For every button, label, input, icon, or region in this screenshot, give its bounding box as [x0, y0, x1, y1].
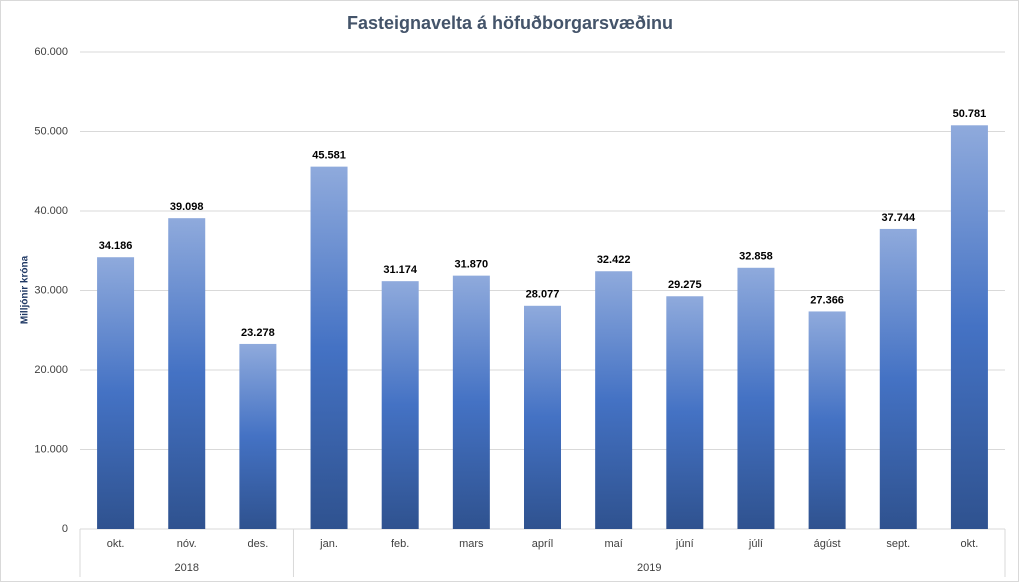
- value-label: 50.781: [953, 108, 987, 120]
- x-tick-label: okt.: [107, 538, 125, 550]
- value-label: 23.278: [241, 327, 275, 339]
- bar: [808, 311, 846, 529]
- bar: [524, 305, 561, 529]
- y-tick-label: 40.000: [34, 205, 68, 217]
- bar: [168, 218, 206, 529]
- x-tick-label: maí: [604, 538, 622, 550]
- y-axis-label: Milljónir króna: [20, 255, 31, 324]
- bar: [737, 267, 775, 529]
- x-tick-label: feb.: [391, 538, 409, 550]
- value-label: 29.275: [668, 279, 702, 291]
- y-tick-label: 20.000: [34, 364, 68, 376]
- x-tick-label: júní: [675, 538, 694, 550]
- y-tick-label: 50.000: [34, 125, 68, 137]
- value-label: 31.870: [455, 259, 489, 271]
- x-tick-label: nóv.: [177, 538, 197, 550]
- x-tick-label: sept.: [886, 538, 910, 550]
- y-tick-label: 30.000: [34, 284, 68, 296]
- bar: [452, 275, 490, 529]
- value-label: 32.422: [597, 254, 631, 266]
- bar: [666, 296, 704, 529]
- x-tick-label: mars: [459, 538, 484, 550]
- value-label: 34.186: [99, 240, 133, 252]
- bar: [381, 281, 419, 529]
- value-label: 37.744: [881, 212, 916, 224]
- x-tick-label: jan.: [319, 538, 338, 550]
- value-label: 32.858: [739, 251, 773, 263]
- chart-title: Fasteignavelta á höfuðborgarsvæðinu: [347, 13, 673, 33]
- x-tick-label: apríl: [532, 538, 553, 550]
- value-label: 28.077: [526, 289, 560, 301]
- group-label: 2018: [174, 562, 198, 574]
- bar: [950, 125, 988, 529]
- x-tick-label: júlí: [748, 538, 763, 550]
- y-tick-label: 10.000: [34, 443, 68, 455]
- y-tick-label: 60.000: [34, 46, 68, 58]
- x-tick-label: okt.: [961, 538, 979, 550]
- x-tick-label: ágúst: [814, 538, 841, 550]
- value-label: 39.098: [170, 201, 204, 213]
- bar: [239, 343, 277, 529]
- value-label: 31.174: [383, 264, 418, 276]
- bar: [310, 166, 348, 529]
- value-label: 27.366: [810, 294, 844, 306]
- y-tick-label: 0: [62, 523, 68, 535]
- bar: [97, 257, 135, 529]
- bar: [595, 271, 633, 529]
- group-label: 2019: [637, 562, 661, 574]
- value-label: 45.581: [312, 150, 346, 162]
- x-tick-label: des.: [247, 538, 268, 550]
- bar: [879, 228, 917, 530]
